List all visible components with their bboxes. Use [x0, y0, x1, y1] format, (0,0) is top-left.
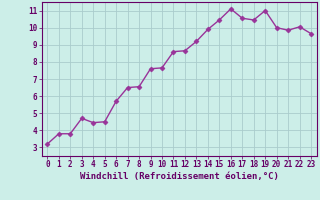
X-axis label: Windchill (Refroidissement éolien,°C): Windchill (Refroidissement éolien,°C) — [80, 172, 279, 181]
